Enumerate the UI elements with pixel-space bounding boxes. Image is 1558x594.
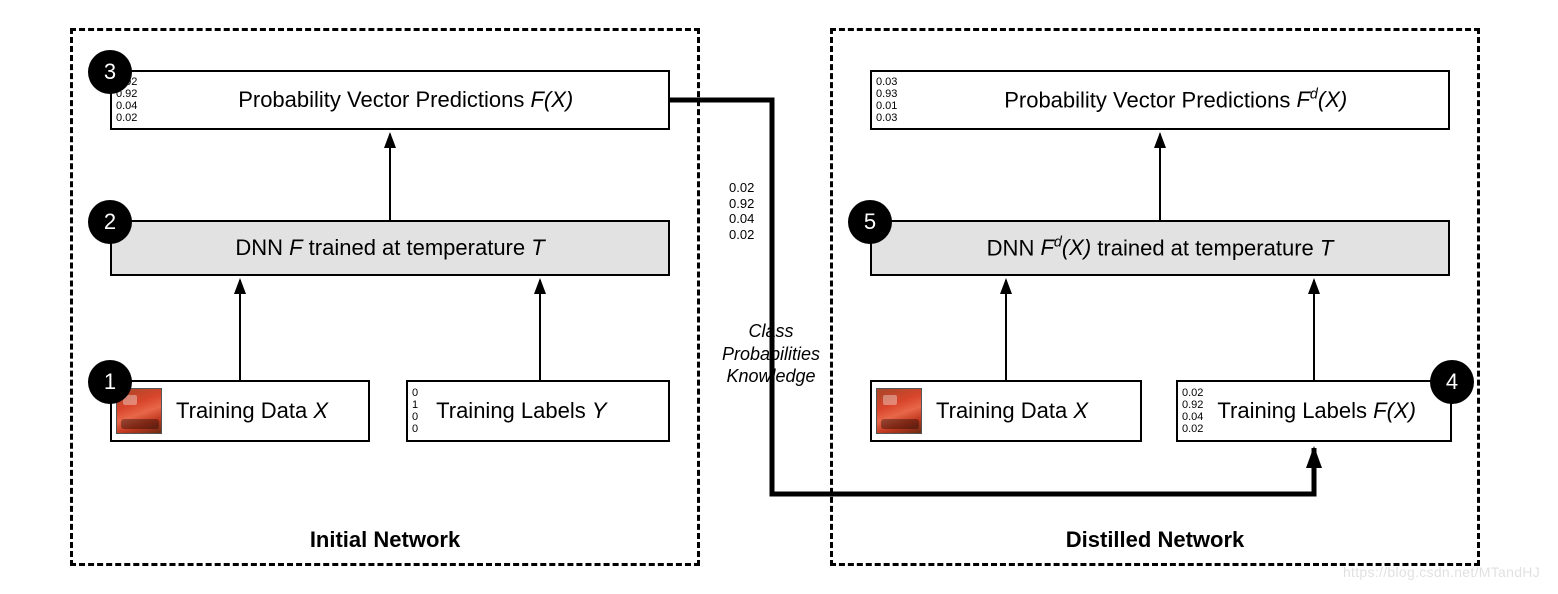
left-training-data-label: Training Data X (168, 398, 368, 424)
left-dnn-label: DNN F trained at temperature T (112, 235, 668, 261)
middle-transfer-label: Class Probabilities Knowledge (716, 320, 826, 388)
middle-transfer-values: 0.02 0.92 0.04 0.02 (729, 180, 754, 242)
panel-title-distilled: Distilled Network (1066, 527, 1244, 553)
badge-4: 4 (1430, 360, 1474, 404)
badge-3: 3 (88, 50, 132, 94)
box-right-training-data: Training Data X (870, 380, 1142, 442)
box-right-dnn: DNN Fd(X) trained at temperature T (870, 220, 1450, 276)
left-training-labels-values: 0 1 0 0 (408, 385, 428, 437)
right-training-data-label: Training Data X (928, 398, 1140, 424)
box-left-dnn: DNN F trained at temperature T (110, 220, 670, 276)
watermark: https://blog.csdn.net/MTandHJ (1343, 564, 1540, 580)
badge-2: 2 (88, 200, 132, 244)
badge-1: 1 (88, 360, 132, 404)
right-predictions-label: Probability Vector Predictions Fd(X) (903, 87, 1448, 113)
right-predictions-values: 0.03 0.93 0.01 0.03 (872, 74, 903, 126)
right-training-labels-label: Training Labels F(X) (1209, 398, 1450, 424)
left-predictions-label: Probability Vector Predictions F(X) (143, 87, 668, 113)
right-dnn-label: DNN Fd(X) trained at temperature T (872, 235, 1448, 261)
box-right-predictions: 0.03 0.93 0.01 0.03 Probability Vector P… (870, 70, 1450, 130)
badge-5: 5 (848, 200, 892, 244)
right-training-labels-values: 0.02 0.92 0.04 0.02 (1178, 385, 1209, 437)
box-left-predictions: 0.02 0.92 0.04 0.02 Probability Vector P… (110, 70, 670, 130)
left-training-labels-label: Training Labels Y (428, 398, 668, 424)
panel-title-initial: Initial Network (310, 527, 460, 553)
box-left-training-data: Training Data X (110, 380, 370, 442)
car-thumbnail-icon (876, 388, 922, 434)
box-right-training-labels: 0.02 0.92 0.04 0.02 Training Labels F(X) (1176, 380, 1452, 442)
box-left-training-labels: 0 1 0 0 Training Labels Y (406, 380, 670, 442)
